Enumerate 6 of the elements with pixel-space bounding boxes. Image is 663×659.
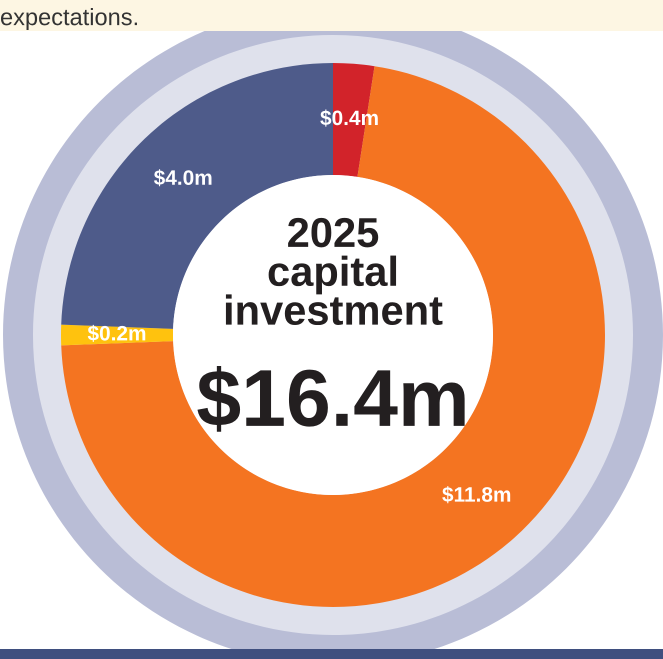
data-label: $0.2m [88, 324, 146, 342]
data-label: $11.8m [442, 486, 510, 504]
data-label: $4.0m [154, 169, 212, 186]
text: $16.4m [197, 366, 465, 432]
text: 2025 capital investment [226, 218, 442, 326]
text: expectations. [1, 8, 137, 30]
